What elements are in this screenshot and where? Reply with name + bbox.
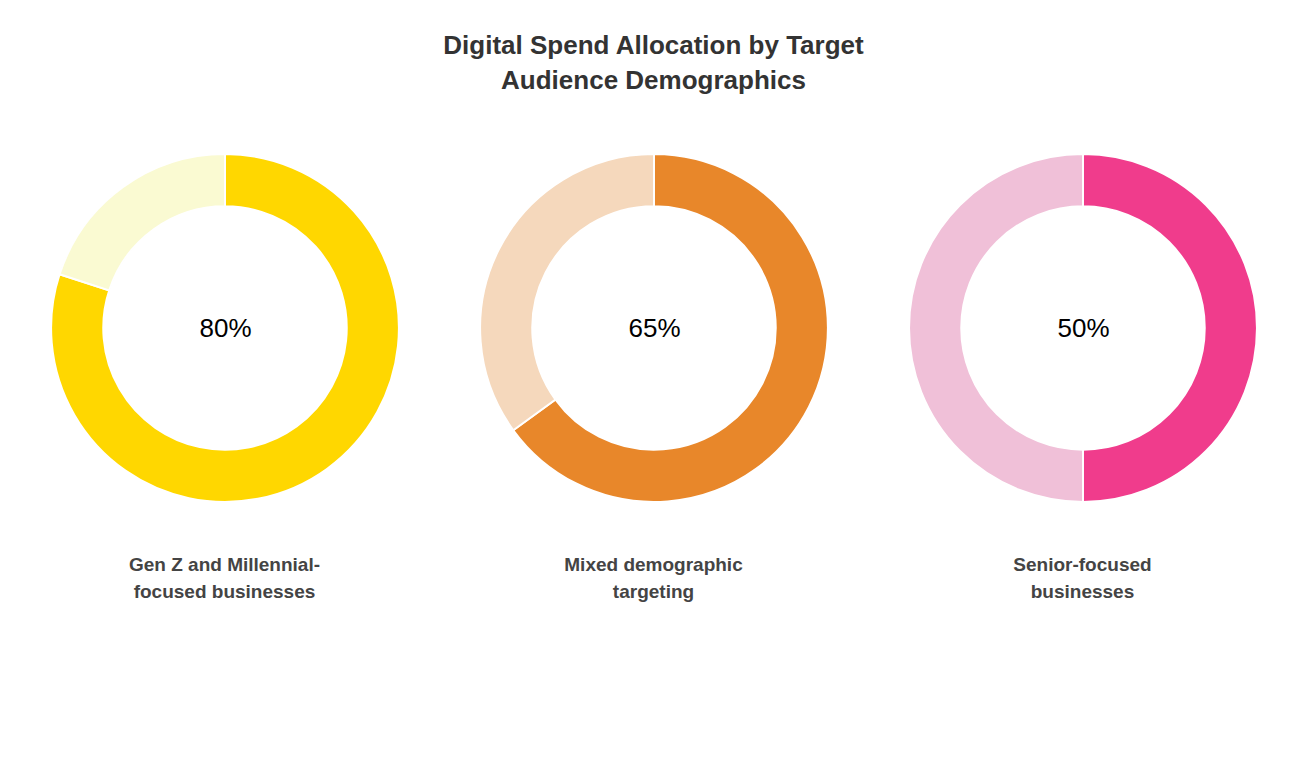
html-text:Digital Spend Allocation by Ta: Digital Spend Allocation by Target Audie… [443,30,864,96]
svg-text:80%: 80% [199,313,251,343]
svg-text:50%: 50% [1057,313,1109,343]
svg-text:65%: 65% [628,313,680,343]
html-text:Senior-focused businesses: Senior-focused businesses [1013,554,1152,602]
html-text:Mixed demographic targeting: Mixed demographic targeting [564,554,743,602]
html-text:Gen Z and Millennial- focused: Gen Z and Millennial- focused businesses [129,554,320,602]
